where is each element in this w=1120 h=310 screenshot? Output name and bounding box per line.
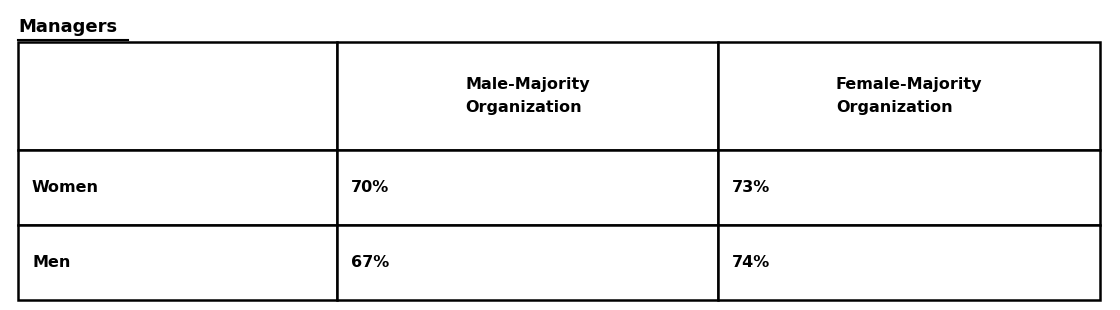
Bar [18, 150, 337, 225]
Bar [337, 42, 718, 150]
Text: Men: Men [32, 255, 71, 270]
Bar [718, 42, 1100, 150]
Text: Female-Majority
Organization: Female-Majority Organization [836, 78, 982, 115]
Bar [718, 225, 1100, 300]
Text: Women: Women [32, 180, 99, 195]
Text: 67%: 67% [352, 255, 390, 270]
Text: 73%: 73% [732, 180, 771, 195]
Bar [337, 150, 718, 225]
Bar [18, 225, 337, 300]
Bar [718, 150, 1100, 225]
Text: 70%: 70% [352, 180, 390, 195]
Bar [337, 225, 718, 300]
Text: 74%: 74% [732, 255, 771, 270]
Text: Managers: Managers [18, 18, 118, 36]
Text: Male-Majority
Organization: Male-Majority Organization [465, 78, 590, 115]
Bar [18, 42, 337, 150]
